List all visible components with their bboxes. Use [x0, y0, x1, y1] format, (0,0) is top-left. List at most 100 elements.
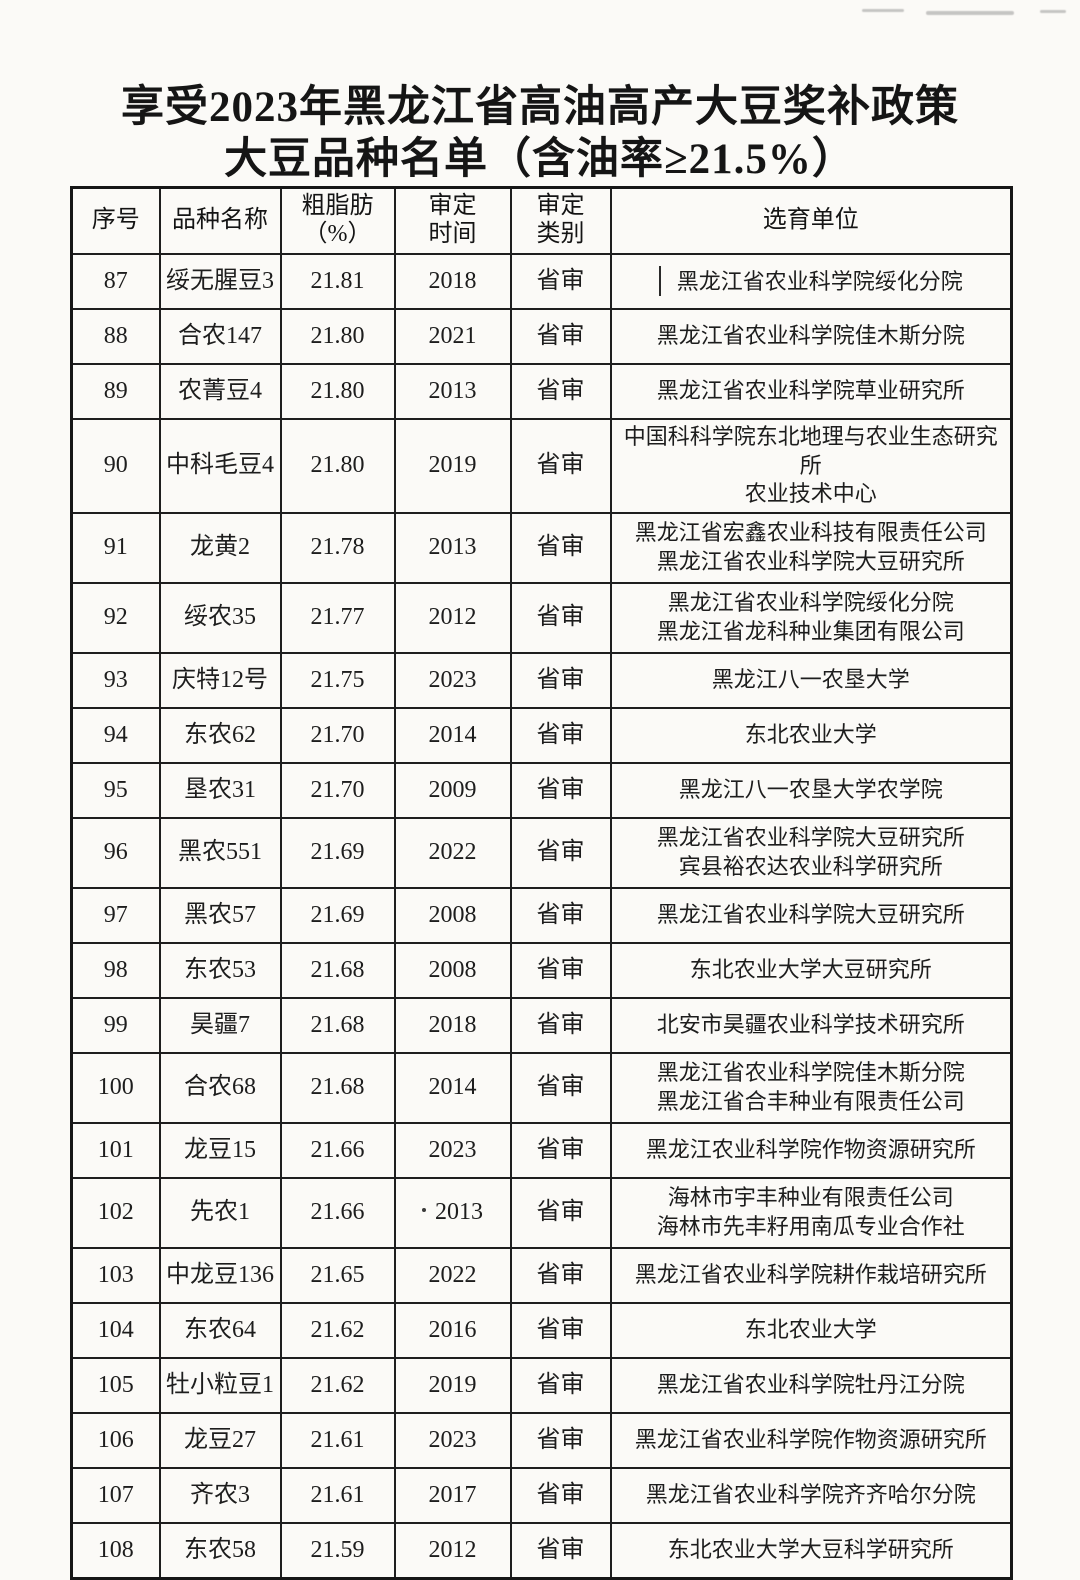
- cell-serial: 87: [70, 253, 161, 310]
- cell-variety: 齐农3: [158, 1466, 282, 1524]
- cell-fat: 21.68: [279, 941, 396, 999]
- cell-variety: 龙黄2: [158, 511, 282, 584]
- header-serial: 序号: [70, 186, 161, 255]
- cell-unit: 黑龙江省农业科学院绥化分院: [609, 253, 1013, 310]
- table-header-row: 序号 品种名称 粗脂肪 （%） 审定 时间 审定 类别 选育单位: [70, 186, 1013, 255]
- cell-variety: 垦农31: [158, 761, 282, 819]
- table-row: 92 绥农35 21.77 2012 省审 黑龙江省农业科学院绥化分院 黑龙江省龙科种业集…: [70, 581, 1013, 654]
- table-row: 101 龙豆15 21.66 2023 省审 黑龙江农业科学院作物资源研究所: [70, 1121, 1013, 1179]
- cell-serial: 107: [70, 1466, 161, 1524]
- cell-serial: 98: [70, 941, 161, 999]
- cell-unit: 东北农业大学: [609, 1301, 1013, 1359]
- header-fat: 粗脂肪 （%）: [279, 186, 396, 255]
- cell-year: 2023: [393, 651, 512, 709]
- cell-fat: 21.61: [279, 1466, 396, 1524]
- cell-category: 省审: [509, 816, 612, 889]
- cell-variety: 合农68: [158, 1051, 282, 1124]
- table-row: 91 龙黄2 21.78 2013 省审 黑龙江省宏鑫农业科技有限责任公司 黑龙江省农业科…: [70, 511, 1013, 584]
- cell-category: 省审: [509, 996, 612, 1054]
- cell-category: 省审: [509, 363, 612, 420]
- cell-variety: 先农1: [158, 1176, 282, 1249]
- table-row: 89 农菁豆4 21.80 2013 省审 黑龙江省农业科学院草业研究所: [70, 363, 1013, 420]
- cell-year: 2021: [393, 308, 512, 365]
- cell-year: 2012: [393, 581, 512, 654]
- cell-year: 2023: [393, 1121, 512, 1179]
- table-header: 序号 品种名称 粗脂肪 （%） 审定 时间 审定 类别 选育单位: [70, 186, 1013, 255]
- table-row: 95 垦农31 21.70 2009 省审 黑龙江八一农垦大学农学院: [70, 761, 1013, 819]
- cell-category: 省审: [509, 1246, 612, 1304]
- table-row: 102 先农1 21.66 2013 省审 海林市宇丰种业有限责任公司 海林市先丰籽用南瓜…: [70, 1176, 1013, 1249]
- cell-unit: 黑龙江省宏鑫农业科技有限责任公司 黑龙江省农业科学院大豆研究所: [609, 511, 1013, 584]
- table-row: 107 齐农3 21.61 2017 省审 黑龙江省农业科学院齐齐哈尔分院: [70, 1466, 1013, 1524]
- cell-unit: 黑龙江农业科学院作物资源研究所: [609, 1121, 1013, 1179]
- cell-variety: 合农147: [158, 308, 282, 365]
- cell-fat: 21.75: [279, 651, 396, 709]
- table-body: 87 绥无腥豆3 21.81 2018 省审 黑龙江省农业科学院绥化分院 88 合农147 21…: [70, 253, 1013, 1580]
- cell-serial: 96: [70, 816, 161, 889]
- cell-category: 省审: [509, 761, 612, 819]
- cell-variety: 中龙豆136: [158, 1246, 282, 1304]
- cell-fat: 21.80: [279, 418, 396, 514]
- cell-unit: 黑龙江八一农垦大学: [609, 651, 1013, 709]
- cell-fat: 21.70: [279, 706, 396, 764]
- cell-serial: 97: [70, 886, 161, 944]
- cell-serial: 101: [70, 1121, 161, 1179]
- header-year: 审定 时间: [393, 186, 512, 255]
- cell-category: 省审: [509, 1051, 612, 1124]
- table-row: 88 合农147 21.80 2021 省审 黑龙江省农业科学院佳木斯分院: [70, 308, 1013, 365]
- cell-fat: 21.68: [279, 996, 396, 1054]
- cell-unit: 黑龙江省农业科学院牡丹江分院: [609, 1356, 1013, 1414]
- table-row: 97 黑农57 21.69 2008 省审 黑龙江省农业科学院大豆研究所: [70, 886, 1013, 944]
- cell-fat: 21.66: [279, 1176, 396, 1249]
- cell-fat: 21.70: [279, 761, 396, 819]
- cell-year: 2018: [393, 996, 512, 1054]
- cell-unit: 黑龙江八一农垦大学农学院: [609, 761, 1013, 819]
- document-title-line-2: 大豆品种名单（含油率≥21.5%）: [224, 136, 856, 184]
- cell-variety: 东农62: [158, 706, 282, 764]
- cell-fat: 21.61: [279, 1411, 396, 1469]
- cell-category: 省审: [509, 511, 612, 584]
- cell-fat: 21.65: [279, 1246, 396, 1304]
- cell-unit: 东北农业大学大豆科学研究所: [609, 1521, 1013, 1580]
- scan-dot-artifact: [422, 1208, 426, 1213]
- cell-unit: 海林市宇丰种业有限责任公司 海林市先丰籽用南瓜专业合作社: [609, 1176, 1013, 1249]
- cell-serial: 89: [70, 363, 161, 420]
- cell-variety: 黑农57: [158, 886, 282, 944]
- cell-year: 2022: [393, 1246, 512, 1304]
- cell-category: 省审: [509, 1411, 612, 1469]
- cell-year: 2014: [393, 1051, 512, 1124]
- cell-serial: 94: [70, 706, 161, 764]
- cell-year: 2023: [393, 1411, 512, 1469]
- cell-category: 省审: [509, 581, 612, 654]
- cell-serial: 91: [70, 511, 161, 584]
- scanned-document-page: 享受2023年黑龙江省高油高产大豆奖补政策 大豆品种名单（含油率≥21.5%） …: [70, 9, 1066, 1580]
- cell-year: 2014: [393, 706, 512, 764]
- cell-unit: 黑龙江省农业科学院大豆研究所 宾县裕农达农业科学研究所: [609, 816, 1013, 889]
- cell-unit: 东北农业大学: [609, 706, 1013, 764]
- cell-variety: 东农58: [158, 1521, 282, 1580]
- cell-category: 省审: [509, 651, 612, 709]
- cell-variety: 绥无腥豆3: [158, 253, 282, 310]
- scan-smudge-artifact: [1040, 10, 1066, 13]
- document-title-line-1: 享受2023年黑龙江省高油高产大豆奖补政策: [121, 84, 959, 131]
- cell-serial: 105: [70, 1356, 161, 1414]
- cell-unit: 黑龙江省农业科学院佳木斯分院 黑龙江省合丰种业有限责任公司: [609, 1051, 1013, 1124]
- cell-serial: 90: [70, 418, 161, 514]
- cell-unit: 中国科科学院东北地理与农业生态研究所 农业技术中心: [609, 418, 1013, 514]
- header-variety: 品种名称: [158, 186, 282, 255]
- cell-fat: 21.59: [279, 1521, 396, 1580]
- cell-serial: 99: [70, 996, 161, 1054]
- table-row: 99 昊疆7 21.68 2018 省审 北安市昊疆农业科学技术研究所: [70, 996, 1013, 1054]
- cell-unit: 黑龙江省农业科学院大豆研究所: [609, 886, 1013, 944]
- cell-category: 省审: [509, 941, 612, 999]
- scan-bar-artifact: [658, 266, 661, 297]
- cell-category: 省审: [509, 1356, 612, 1414]
- table-row: 104 东农64 21.62 2016 省审 东北农业大学: [70, 1301, 1013, 1359]
- scan-smudge-artifact: [862, 9, 904, 12]
- cell-category: 省审: [509, 253, 612, 310]
- cell-unit: 黑龙江省农业科学院佳木斯分院: [609, 308, 1013, 365]
- cell-category: 省审: [509, 1121, 612, 1179]
- scan-smudge-artifact: [926, 11, 1014, 15]
- cell-year: 2019: [393, 418, 512, 514]
- table-row: 100 合农68 21.68 2014 省审 黑龙江省农业科学院佳木斯分院 黑龙江省合丰种…: [70, 1051, 1013, 1124]
